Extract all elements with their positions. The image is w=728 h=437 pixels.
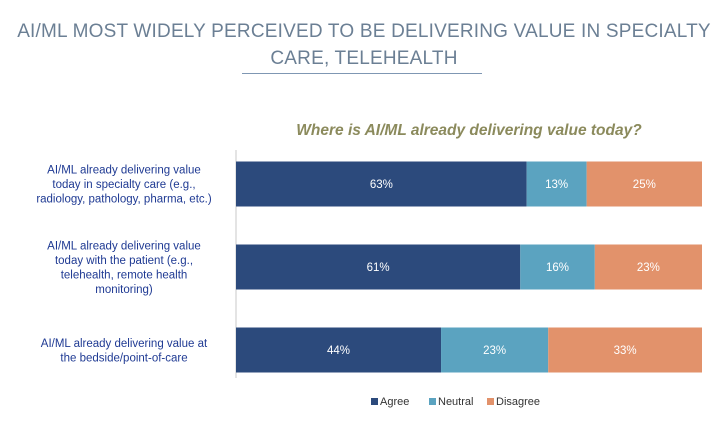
- bar-neutral: [526, 161, 587, 207]
- legend-swatch-agree: [371, 398, 378, 405]
- bar-neutral: [520, 244, 595, 290]
- bar-value-label: 13%: [545, 179, 568, 191]
- legend-label-neutral: Neutral: [438, 396, 473, 408]
- page-title: AI/ML MOST WIDELY PERCEIVED TO BE DELIVE…: [0, 18, 728, 72]
- bar-value-label: 63%: [370, 179, 393, 191]
- legend-swatch-disagree: [487, 398, 494, 405]
- bar-value-label: 44%: [327, 345, 350, 357]
- bar-value-label: 23%: [483, 345, 506, 357]
- category-label: AI/ML already delivering value: [47, 240, 201, 252]
- legend-swatch-neutral: [429, 398, 436, 405]
- title-line-1: AI/ML MOST WIDELY PERCEIVED TO BE DELIVE…: [17, 21, 711, 42]
- bar-agree: [236, 327, 442, 373]
- category-label: monitoring): [95, 284, 153, 296]
- bar-disagree: [548, 327, 702, 373]
- bar-value-label: 25%: [633, 179, 656, 191]
- legend-label-disagree: Disagree: [496, 396, 540, 408]
- bar-disagree: [594, 244, 702, 290]
- category-label: telehealth, remote health: [61, 269, 188, 281]
- category-label: AI/ML already delivering value at: [41, 338, 208, 350]
- bar-neutral: [441, 327, 549, 373]
- bar-agree: [236, 161, 527, 207]
- category-label: today in specialty care (e.g.,: [52, 179, 195, 191]
- category-label: radiology, pathology, pharma, etc.): [36, 194, 212, 206]
- category-label: AI/ML already delivering value: [47, 165, 201, 177]
- title-line-2: CARE, TELEHEALTH: [270, 48, 458, 69]
- bar-value-label: 23%: [637, 262, 660, 274]
- bar-agree: [236, 244, 521, 290]
- title-underline: [242, 73, 482, 74]
- bar-value-label: 33%: [614, 345, 637, 357]
- category-label: the bedside/point-of-care: [60, 352, 187, 364]
- bar-value-label: 61%: [367, 262, 390, 274]
- bar-value-label: 16%: [546, 262, 569, 274]
- legend-label-agree: Agree: [380, 396, 409, 408]
- chart-title: Where is AI/ML already delivering value …: [296, 122, 642, 139]
- category-label: today with the patient (e.g.,: [55, 255, 193, 267]
- bar-disagree: [586, 161, 702, 207]
